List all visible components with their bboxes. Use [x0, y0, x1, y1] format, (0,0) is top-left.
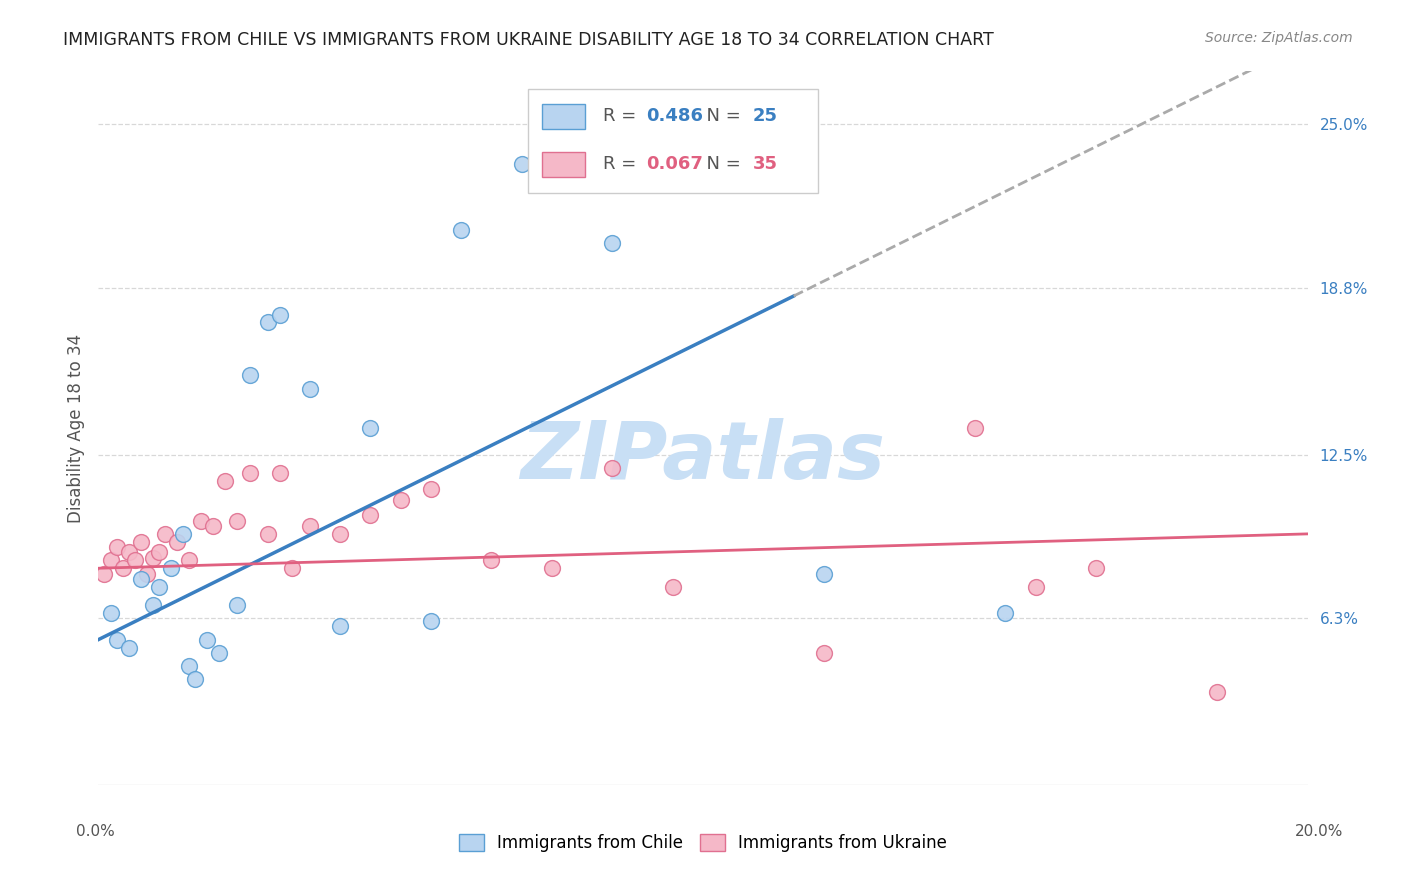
FancyBboxPatch shape — [527, 89, 818, 193]
Point — [540, 561, 562, 575]
Point — [179, 659, 201, 673]
Legend: Immigrants from Chile, Immigrants from Ukraine: Immigrants from Chile, Immigrants from U… — [453, 827, 953, 859]
Point — [299, 519, 322, 533]
Point — [360, 421, 382, 435]
Text: IMMIGRANTS FROM CHILE VS IMMIGRANTS FROM UKRAINE DISABILITY AGE 18 TO 34 CORRELA: IMMIGRANTS FROM CHILE VS IMMIGRANTS FROM… — [63, 31, 994, 49]
Point — [299, 382, 322, 396]
Point — [450, 223, 472, 237]
FancyBboxPatch shape — [543, 103, 585, 128]
Point — [166, 534, 188, 549]
Point — [124, 553, 146, 567]
Point — [142, 550, 165, 565]
Point — [195, 632, 218, 647]
Point — [269, 308, 291, 322]
Point — [239, 368, 262, 383]
Point — [93, 566, 115, 581]
Point — [142, 599, 165, 613]
Text: N =: N = — [695, 155, 747, 173]
Point — [153, 527, 176, 541]
Point — [813, 566, 835, 581]
Point — [179, 553, 201, 567]
Text: R =: R = — [603, 107, 641, 125]
Point — [281, 561, 304, 575]
Point — [256, 527, 278, 541]
Point — [226, 599, 249, 613]
Point — [208, 646, 231, 660]
Point — [994, 606, 1017, 620]
Point — [118, 640, 141, 655]
Point — [129, 534, 152, 549]
Point — [148, 545, 170, 559]
Text: 20.0%: 20.0% — [1295, 824, 1343, 838]
Point — [1024, 580, 1046, 594]
Point — [420, 482, 443, 496]
Point — [190, 514, 212, 528]
Point — [105, 540, 128, 554]
Point — [510, 157, 533, 171]
Point — [965, 421, 987, 435]
Text: 25: 25 — [752, 107, 778, 125]
Point — [329, 619, 352, 633]
Point — [172, 527, 194, 541]
Point — [602, 460, 624, 475]
Point — [111, 561, 134, 575]
Point — [160, 561, 183, 575]
Text: 0.486: 0.486 — [647, 107, 703, 125]
Point — [148, 580, 170, 594]
Point — [329, 527, 352, 541]
Point — [105, 632, 128, 647]
Text: R =: R = — [603, 155, 641, 173]
Text: Source: ZipAtlas.com: Source: ZipAtlas.com — [1205, 31, 1353, 45]
Point — [389, 492, 412, 507]
Text: 0.067: 0.067 — [647, 155, 703, 173]
Text: N =: N = — [695, 107, 747, 125]
Point — [813, 646, 835, 660]
Point — [661, 580, 683, 594]
Point — [420, 614, 443, 628]
Point — [481, 553, 503, 567]
Text: 35: 35 — [752, 155, 778, 173]
Point — [135, 566, 157, 581]
Point — [256, 315, 278, 329]
Point — [269, 466, 291, 480]
FancyBboxPatch shape — [543, 152, 585, 177]
Point — [100, 606, 122, 620]
Y-axis label: Disability Age 18 to 34: Disability Age 18 to 34 — [66, 334, 84, 523]
Point — [184, 672, 207, 686]
Text: ZIPatlas: ZIPatlas — [520, 417, 886, 496]
Point — [202, 519, 225, 533]
Point — [602, 236, 624, 251]
Point — [1085, 561, 1108, 575]
Point — [100, 553, 122, 567]
Point — [118, 545, 141, 559]
Point — [129, 572, 152, 586]
Text: 0.0%: 0.0% — [76, 824, 115, 838]
Point — [360, 508, 382, 523]
Point — [239, 466, 262, 480]
Point — [1206, 685, 1229, 699]
Point — [226, 514, 249, 528]
Point — [214, 474, 236, 488]
